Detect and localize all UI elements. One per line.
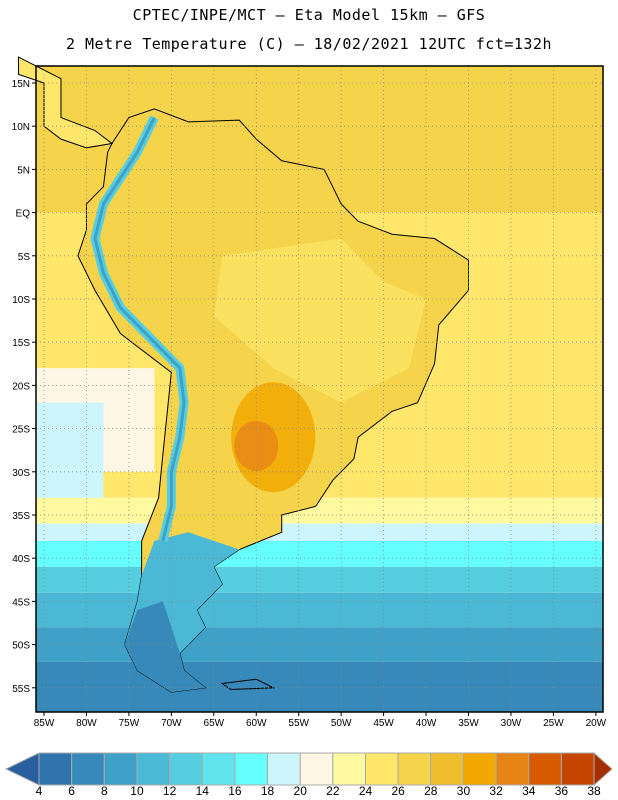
colorbar-swatch — [169, 752, 203, 786]
hot-core — [234, 420, 279, 471]
colorbar-label: 14 — [196, 784, 210, 798]
colorbar-under-arrow — [4, 752, 40, 786]
temperature-band — [36, 627, 603, 662]
temperature-band — [36, 523, 603, 541]
colorbar-label: 24 — [359, 784, 373, 798]
lat-tick-label: EQ — [16, 209, 31, 220]
colorbar-swatch — [332, 752, 367, 786]
colorbar-label: 36 — [555, 784, 569, 798]
lat-tick-label: 15S — [12, 338, 30, 349]
andes-peak-strip — [93, 116, 186, 542]
colorbar-label: 26 — [391, 784, 405, 798]
colorbar-swatch — [201, 752, 236, 786]
colorbar-swatch — [136, 752, 171, 786]
colorbar-over-arrow — [593, 751, 613, 787]
colorbar-label: 4 — [36, 784, 43, 798]
lon-tick-label: 85W — [34, 718, 55, 729]
colorbar-swatch — [365, 752, 399, 786]
colorbar-swatch — [528, 752, 562, 786]
temperature-band — [36, 592, 603, 628]
lat-tick-label: 5N — [17, 165, 30, 176]
lon-tick-label: 35W — [458, 718, 479, 729]
lon-tick-label: 20W — [586, 718, 607, 729]
colorbar-label: 38 — [587, 784, 601, 798]
colorbar-swatch — [103, 752, 138, 786]
colorbar-label: 18 — [261, 784, 275, 798]
temperature-band — [36, 497, 603, 524]
lat-tick-label: 45S — [12, 597, 30, 608]
map-frame — [35, 65, 604, 713]
lon-tick-label: 60W — [246, 718, 267, 729]
colorbar-label: 34 — [522, 784, 536, 798]
lat-tick-label: 30S — [12, 468, 30, 479]
colorbar-swatch — [462, 752, 497, 786]
colorbar-swatch — [234, 752, 269, 786]
colorbar-label: 32 — [489, 784, 503, 798]
lat-tick-label: 10N — [12, 122, 30, 133]
colorbar-swatch — [38, 752, 73, 786]
warm-region — [213, 238, 427, 403]
colorbar-label: 28 — [424, 784, 438, 798]
title-line-1: CPTEC/INPE/MCT – Eta Model 15km – GFS — [132, 6, 486, 24]
lon-tick-label: 30W — [501, 718, 522, 729]
lat-tick-label: 25S — [12, 425, 30, 436]
colorbar-label: 12 — [163, 784, 177, 798]
colorbar-label: 10 — [130, 784, 144, 798]
colorbar-label: 20 — [294, 784, 308, 798]
lon-tick-label: 55W — [288, 718, 309, 729]
colorbar-swatch — [299, 752, 334, 786]
lon-tick-label: 40W — [416, 718, 437, 729]
lon-tick-label: 25W — [543, 718, 564, 729]
lon-tick-label: 45W — [373, 718, 394, 729]
temperature-band — [36, 402, 104, 498]
lat-tick-label: 50S — [12, 641, 30, 652]
falklands-outline — [220, 678, 276, 691]
south-america-landmass — [18, 56, 469, 693]
patagonia-cold-region — [124, 601, 206, 693]
lat-lon-grid — [36, 66, 603, 712]
axis-ticks: 85W 80W 75W 70W 65W 60W 55W 50W 45W 40W 35W 30W 25W 2… — [12, 79, 607, 729]
colorbar-label: 30 — [457, 784, 471, 798]
colorbar-label: 16 — [228, 784, 242, 798]
colorbar-swatch — [267, 752, 301, 786]
colorbar: 4 6 8 10 12 14 16 18 20 22 24 26 28 30 32 34 36 38 — [4, 751, 613, 798]
temperature-band — [36, 540, 603, 567]
lon-tick-label: 80W — [76, 718, 97, 729]
colorbar-swatch — [560, 752, 595, 786]
temperature-band — [36, 566, 603, 593]
lon-tick-label: 65W — [204, 718, 225, 729]
lat-tick-label: 35S — [12, 511, 30, 522]
lat-tick-label: 5S — [18, 252, 31, 263]
colorbar-label: 22 — [326, 784, 340, 798]
central-america-outline — [18, 56, 114, 149]
colorbar-swatch — [495, 752, 530, 786]
lat-tick-label: 15N — [12, 79, 30, 90]
lon-tick-label: 50W — [331, 718, 352, 729]
title-line-2: 2 Metre Temperature (C) – 18/02/2021 12U… — [65, 35, 553, 53]
lat-tick-label: 55S — [12, 684, 30, 695]
lat-tick-label: 40S — [12, 554, 30, 565]
colorbar-swatch — [430, 752, 464, 786]
lon-tick-label: 75W — [119, 718, 140, 729]
colorbar-label: 6 — [68, 784, 75, 798]
lon-tick-label: 70W — [161, 718, 182, 729]
temperature-band — [36, 661, 603, 712]
colorbar-label: 8 — [101, 784, 108, 798]
lat-tick-label: 20S — [12, 381, 30, 392]
colorbar-swatch — [397, 752, 432, 786]
lat-tick-label: 10S — [12, 295, 30, 306]
colorbar-swatch — [71, 752, 105, 786]
